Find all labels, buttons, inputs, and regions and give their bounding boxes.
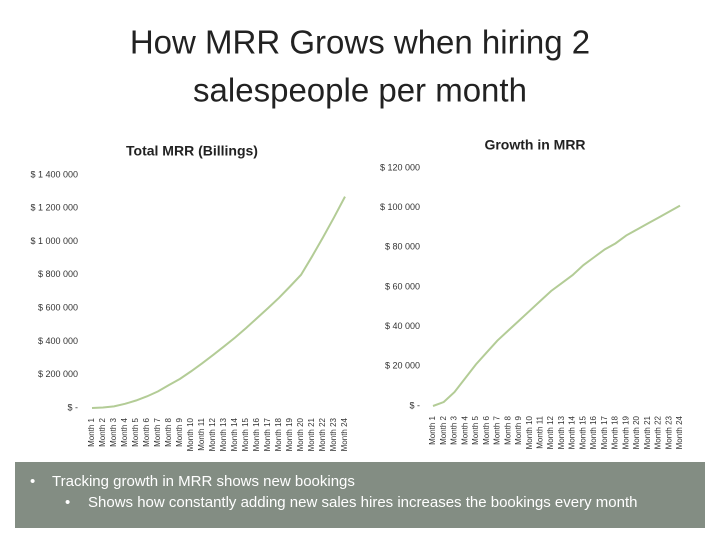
x-tick-label: Month 10 — [525, 415, 534, 449]
x-tick-label: Month 23 — [329, 417, 338, 451]
x-tick-label: Month 21 — [643, 415, 652, 449]
bullet-dot: • — [30, 473, 35, 490]
y-tick-label: $ - — [409, 400, 420, 410]
y-tick-label: $ 800 000 — [38, 269, 78, 279]
x-tick-label: Month 4 — [460, 415, 469, 444]
y-tick-label: $ 400 000 — [38, 336, 78, 346]
y-tick-label: $ 1 400 000 — [30, 169, 78, 179]
x-tick-label: Month 16 — [589, 415, 598, 449]
x-tick-label: Month 15 — [578, 415, 587, 449]
x-tick-label: Month 15 — [241, 417, 250, 451]
x-tick-label: Month 2 — [439, 415, 448, 444]
y-tick-label: $ 1 000 000 — [30, 236, 78, 246]
x-tick-label: Month 8 — [503, 415, 512, 444]
y-tick-label: $ 600 000 — [38, 303, 78, 313]
x-tick-label: Month 16 — [252, 417, 261, 451]
x-tick-label: Month 23 — [664, 415, 673, 449]
y-tick-label: $ - — [67, 402, 78, 412]
x-tick-label: Month 18 — [274, 417, 283, 451]
x-tick-label: Month 6 — [482, 415, 491, 444]
x-tick-label: Month 14 — [568, 415, 577, 449]
x-tick-label: Month 17 — [600, 415, 609, 449]
y-tick-label: $ 1 200 000 — [30, 203, 78, 213]
y-tick-label: $ 80 000 — [385, 242, 420, 252]
x-tick-label: Month 20 — [632, 415, 641, 449]
series-line — [91, 196, 346, 409]
x-tick-label: Month 19 — [285, 417, 294, 451]
x-tick-label: Month 12 — [208, 417, 217, 451]
x-tick-label: Month 7 — [153, 417, 162, 446]
y-tick-label: $ 60 000 — [385, 281, 420, 291]
y-tick-label: $ 100 000 — [380, 202, 420, 212]
x-tick-label: Month 24 — [340, 417, 349, 451]
slide-title-line: salespeople per month — [193, 72, 527, 109]
y-tick-label: $ 40 000 — [385, 321, 420, 331]
x-tick-label: Month 1 — [87, 417, 96, 446]
x-tick-label: Month 22 — [654, 415, 663, 449]
x-tick-label: Month 2 — [98, 417, 107, 446]
y-tick-label: $ 20 000 — [385, 361, 420, 371]
x-tick-label: Month 14 — [230, 417, 239, 451]
x-tick-label: Month 1 — [428, 415, 437, 444]
x-tick-label: Month 7 — [493, 415, 502, 444]
x-tick-label: Month 20 — [296, 417, 305, 451]
x-tick-label: Month 18 — [611, 415, 620, 449]
x-tick-label: Month 5 — [131, 417, 140, 446]
bullet-dot: • — [65, 494, 70, 511]
slide-title-line: How MRR Grows when hiring 2 — [130, 24, 590, 61]
x-tick-label: Month 11 — [197, 417, 206, 450]
x-tick-label: Month 4 — [120, 417, 129, 446]
x-tick-label: Month 13 — [219, 417, 228, 451]
x-tick-label: Month 17 — [263, 417, 272, 451]
x-tick-label: Month 22 — [318, 417, 327, 451]
series-line — [432, 204, 681, 407]
x-tick-label: Month 24 — [675, 415, 684, 449]
x-tick-label: Month 12 — [546, 415, 555, 449]
x-tick-label: Month 6 — [142, 417, 151, 446]
y-tick-label: $ 120 000 — [380, 162, 420, 172]
x-tick-label: Month 11 — [536, 415, 545, 448]
bullet-text: Shows how constantly adding new sales hi… — [88, 494, 637, 511]
bullet-text: Tracking growth in MRR shows new booking… — [52, 473, 355, 490]
chart-title: Growth in MRR — [484, 137, 585, 153]
x-tick-label: Month 10 — [186, 417, 195, 451]
x-tick-label: Month 3 — [109, 417, 118, 446]
bullet-panel — [15, 462, 705, 528]
x-tick-label: Month 8 — [164, 417, 173, 446]
x-tick-label: Month 5 — [471, 415, 480, 444]
x-tick-label: Month 3 — [450, 415, 459, 444]
x-tick-label: Month 9 — [514, 415, 523, 444]
x-tick-label: Month 19 — [621, 415, 630, 449]
x-tick-label: Month 13 — [557, 415, 566, 449]
x-tick-label: Month 9 — [175, 417, 184, 446]
chart-title: Total MRR (Billings) — [126, 143, 258, 159]
x-tick-label: Month 21 — [307, 417, 316, 451]
y-tick-label: $ 200 000 — [38, 369, 78, 379]
